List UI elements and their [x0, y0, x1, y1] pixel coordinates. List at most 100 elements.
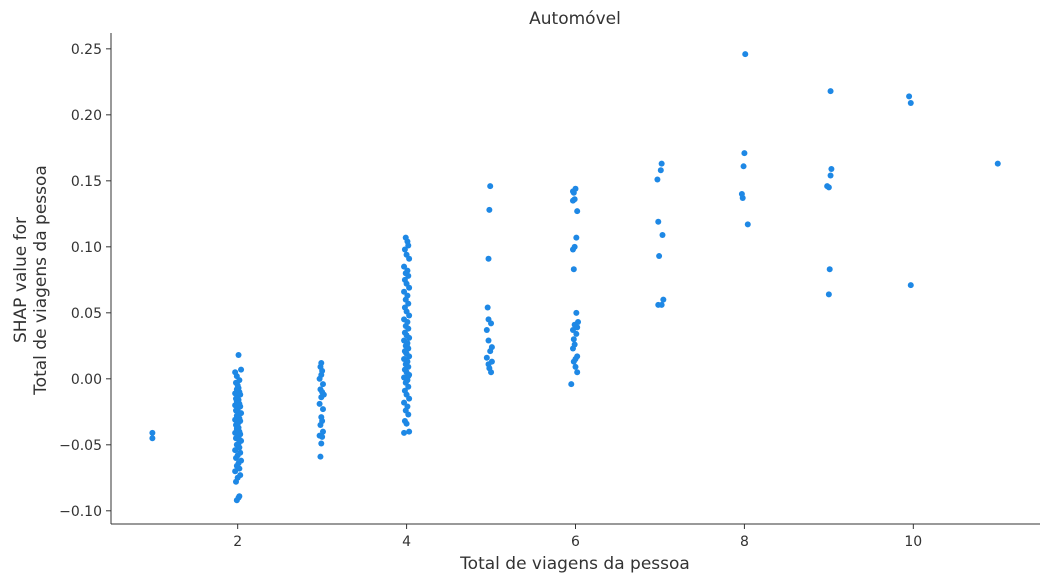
data-point [654, 176, 661, 183]
data-point [570, 266, 577, 273]
data-point [406, 334, 413, 341]
data-point [401, 429, 408, 436]
data-point [405, 411, 412, 418]
chart-title: Automóvel [529, 9, 621, 29]
data-point [659, 231, 666, 238]
data-point [406, 312, 413, 319]
y-tick-label: −0.05 [59, 438, 102, 454]
data-point [406, 284, 413, 291]
data-point [485, 255, 492, 262]
data-point [401, 246, 408, 253]
data-point [318, 440, 325, 447]
data-point [570, 336, 577, 343]
data-point [569, 345, 576, 352]
data-point [238, 457, 245, 464]
data-point [488, 320, 495, 327]
scatter-points [149, 51, 1001, 504]
data-point [402, 349, 409, 356]
y-axis-title-line-1: SHAP value for [11, 217, 31, 343]
data-point [573, 330, 580, 337]
data-point [406, 428, 413, 435]
x-axis-title: Total de viagens da pessoa [459, 554, 690, 574]
data-point [907, 282, 914, 289]
data-point [483, 326, 490, 333]
data-point [484, 304, 491, 311]
data-point [236, 493, 243, 500]
data-point [318, 394, 325, 401]
data-point [828, 165, 835, 172]
data-point [237, 449, 244, 456]
y-tick-label: 0.25 [71, 42, 102, 58]
data-point [483, 354, 490, 361]
x-axis-ticks: 2 4 6 8 10 [233, 524, 922, 550]
data-point [405, 373, 412, 380]
data-point [485, 337, 492, 344]
data-point [235, 419, 242, 426]
y-axis-ticks: −0.10 −0.05 0.00 0.05 0.10 0.15 0.20 0.25 [59, 42, 111, 520]
y-tick-label: 0.15 [71, 174, 102, 190]
data-point [238, 366, 245, 373]
data-point [744, 221, 751, 228]
data-point [406, 395, 413, 402]
data-point [316, 375, 323, 382]
data-point [488, 369, 495, 376]
data-point [401, 263, 408, 270]
data-point [660, 296, 667, 303]
data-point [658, 301, 665, 308]
data-point [403, 420, 410, 427]
data-point [401, 399, 408, 406]
data-point [486, 206, 493, 213]
data-point [574, 369, 581, 376]
x-tick-label: 10 [904, 534, 922, 550]
data-point [826, 266, 833, 273]
data-point [317, 453, 324, 460]
data-point [570, 358, 577, 365]
data-point [656, 253, 663, 260]
data-point [825, 291, 832, 298]
data-point [825, 184, 832, 191]
data-point [405, 242, 412, 249]
data-point [403, 357, 410, 364]
data-point [405, 325, 412, 332]
data-point [574, 208, 581, 215]
data-point [319, 433, 326, 440]
y-tick-label: 0.20 [71, 108, 102, 124]
data-point [487, 348, 494, 355]
data-point [238, 410, 245, 417]
data-point [317, 422, 324, 429]
data-point [657, 167, 664, 174]
data-point [571, 196, 578, 203]
data-point [569, 246, 576, 253]
data-point [569, 326, 576, 333]
x-tick-label: 6 [571, 534, 580, 550]
data-point [405, 300, 412, 307]
y-axis-title-line-2: Total de viagens da pessoa [31, 165, 51, 396]
x-tick-label: 2 [233, 534, 242, 550]
x-tick-label: 4 [402, 534, 411, 550]
data-point [405, 272, 412, 279]
data-point [742, 51, 749, 58]
data-point [827, 172, 834, 179]
data-point [401, 288, 408, 295]
data-point [237, 472, 244, 479]
data-point [827, 88, 834, 95]
data-point [149, 435, 156, 442]
data-point [573, 309, 580, 316]
y-tick-label: 0.10 [71, 240, 102, 256]
data-point [573, 234, 580, 241]
data-point [235, 352, 242, 359]
data-point [907, 99, 914, 106]
data-point [232, 369, 239, 376]
data-point [149, 429, 156, 436]
data-point [316, 400, 323, 407]
data-point [568, 381, 575, 388]
y-tick-label: 0.00 [71, 372, 102, 388]
data-point [741, 150, 748, 157]
data-point [236, 436, 243, 443]
data-point [570, 189, 577, 196]
data-point [740, 163, 747, 170]
data-point [739, 194, 746, 201]
data-point [319, 406, 326, 413]
data-point [405, 383, 412, 390]
